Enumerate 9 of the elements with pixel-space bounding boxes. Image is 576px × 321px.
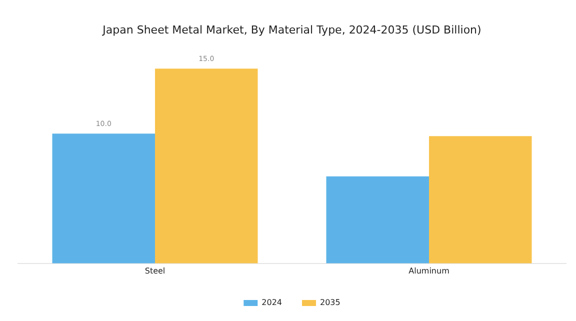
bar — [429, 136, 532, 264]
x-tick-label: Steel — [144, 266, 166, 276]
chart-title: Japan Sheet Metal Market, By Material Type, 2024-2035 (USD Billion) — [102, 23, 482, 36]
bar — [52, 134, 155, 264]
legend-label: 2024 — [262, 298, 282, 308]
x-tick-label: Aluminum — [408, 266, 450, 276]
bar — [155, 68, 258, 264]
legend-label: 2035 — [320, 298, 340, 308]
bar — [326, 176, 429, 264]
